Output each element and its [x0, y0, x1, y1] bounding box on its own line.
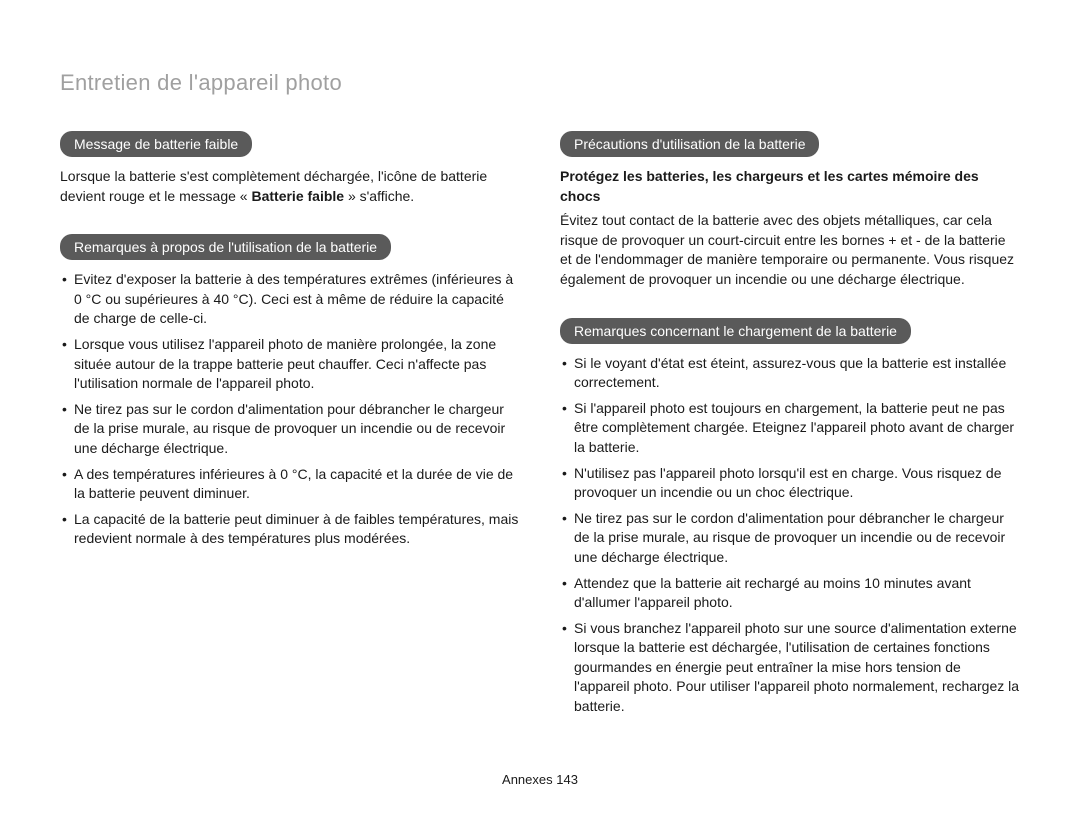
list-item: La capacité de la batterie peut diminuer… — [60, 510, 520, 549]
list-item: Attendez que la batterie ait rechargé au… — [560, 574, 1020, 613]
text-bold: Batterie faible — [251, 188, 344, 204]
list-item: A des températures inférieures à 0 °C, l… — [60, 465, 520, 504]
precautions-emphasis: Protégez les batteries, les chargeurs et… — [560, 167, 1020, 206]
footer-label: Annexes — [502, 772, 553, 787]
list-item: Si l'appareil photo est toujours en char… — [560, 399, 1020, 458]
section-header-usage-notes: Remarques à propos de l'utilisation de l… — [60, 234, 391, 260]
left-column: Message de batterie faible Lorsque la ba… — [60, 131, 520, 745]
section-header-low-battery: Message de batterie faible — [60, 131, 252, 157]
page-title: Entretien de l'appareil photo — [60, 70, 1020, 96]
list-item: Lorsque vous utilisez l'appareil photo d… — [60, 335, 520, 394]
section-usage-notes: Remarques à propos de l'utilisation de l… — [60, 234, 520, 549]
section-precautions: Précautions d'utilisation de la batterie… — [560, 131, 1020, 290]
list-item: Ne tirez pas sur le cordon d'alimentatio… — [60, 400, 520, 459]
right-column: Précautions d'utilisation de la batterie… — [560, 131, 1020, 745]
list-item: Si le voyant d'état est éteint, assurez-… — [560, 354, 1020, 393]
section-header-precautions: Précautions d'utilisation de la batterie — [560, 131, 819, 157]
list-item: Si vous branchez l'appareil photo sur un… — [560, 619, 1020, 717]
section-header-charging-notes: Remarques concernant le chargement de la… — [560, 318, 911, 344]
charging-notes-list: Si le voyant d'état est éteint, assurez-… — [560, 354, 1020, 717]
list-item: Evitez d'exposer la batterie à des tempé… — [60, 270, 520, 329]
list-item: N'utilisez pas l'appareil photo lorsqu'i… — [560, 464, 1020, 503]
low-battery-paragraph: Lorsque la batterie s'est complètement d… — [60, 167, 520, 206]
text-part2: » s'affiche. — [344, 188, 414, 204]
list-item: Ne tirez pas sur le cordon d'alimentatio… — [560, 509, 1020, 568]
content-columns: Message de batterie faible Lorsque la ba… — [60, 131, 1020, 745]
footer-page-number: 143 — [556, 772, 578, 787]
precautions-paragraph: Évitez tout contact de la batterie avec … — [560, 211, 1020, 289]
section-charging-notes: Remarques concernant le chargement de la… — [560, 318, 1020, 717]
page-footer: Annexes 143 — [0, 772, 1080, 787]
usage-notes-list: Evitez d'exposer la batterie à des tempé… — [60, 270, 520, 549]
section-low-battery: Message de batterie faible Lorsque la ba… — [60, 131, 520, 206]
